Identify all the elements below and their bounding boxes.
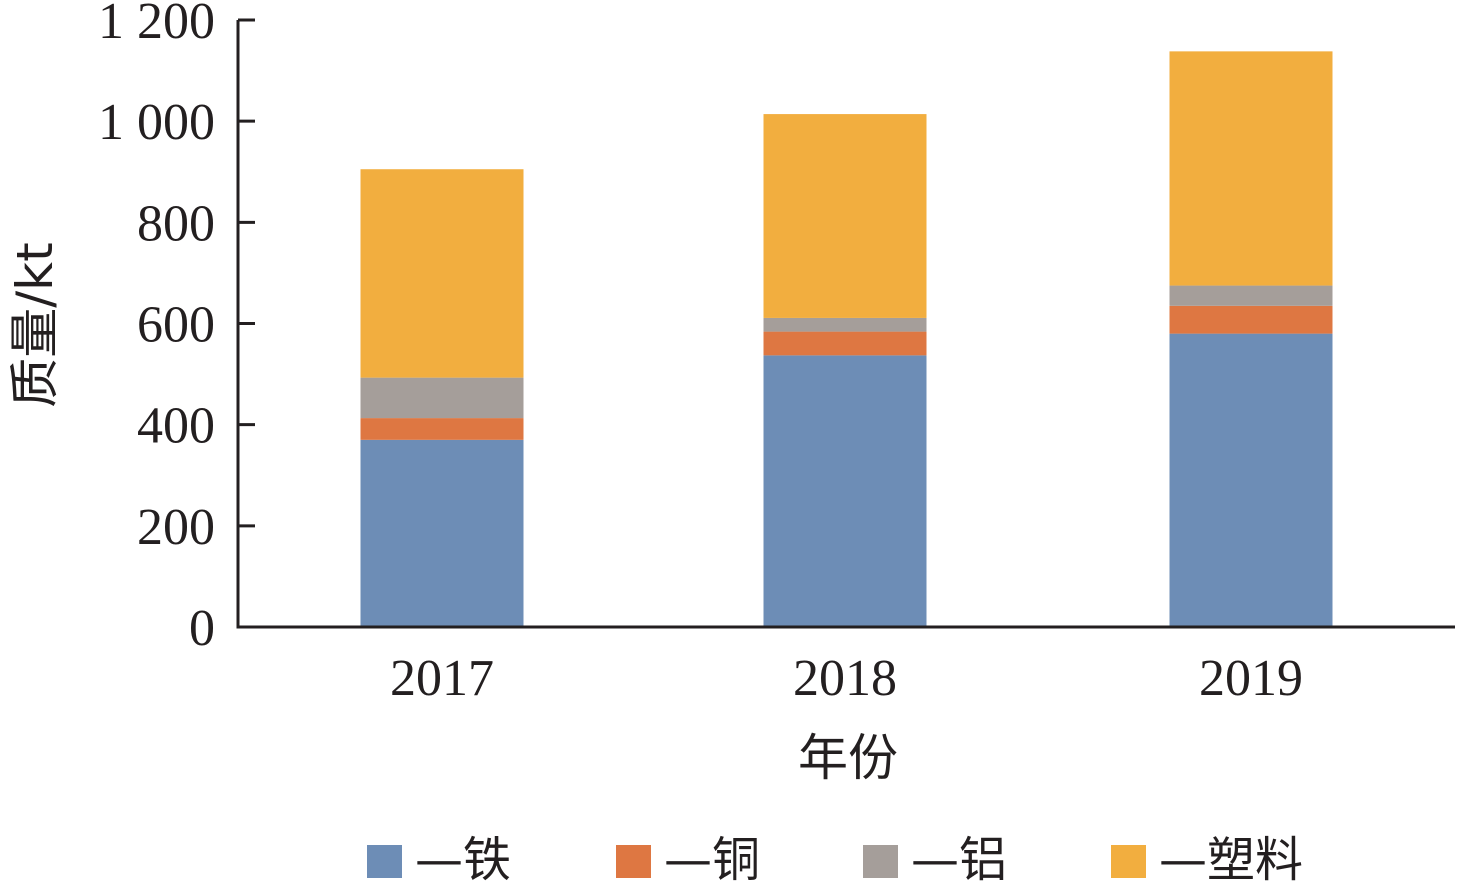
y-axis-title: 质量/kt xyxy=(6,242,64,407)
bar-2017-series-2 xyxy=(360,377,524,419)
y-tick-label: 1 200 xyxy=(98,0,215,50)
legend-label: —塑料 xyxy=(1159,832,1303,888)
y-tick-label: 1 000 xyxy=(98,94,215,151)
bar-2019-series-0 xyxy=(1169,333,1333,627)
bar-2017-series-1 xyxy=(360,418,524,440)
legend-swatch xyxy=(367,845,402,878)
legend-swatch xyxy=(616,845,651,878)
legend: —铁 —铜 —铝 —塑料 xyxy=(367,832,1303,888)
x-ticks: 2017 2018 2019 xyxy=(390,650,1303,707)
y-tick-label: 0 xyxy=(189,600,215,657)
legend-label: —铜 xyxy=(664,832,760,888)
x-tick-label: 2017 xyxy=(390,650,494,707)
bar-2019-series-3 xyxy=(1169,51,1333,286)
x-tick-label: 2018 xyxy=(793,650,897,707)
x-tick-label: 2019 xyxy=(1199,650,1303,707)
y-tick-label: 400 xyxy=(137,398,215,455)
bar-2018-series-2 xyxy=(763,317,927,332)
legend-swatch xyxy=(863,845,898,878)
legend-label: —铝 xyxy=(911,832,1007,888)
bars-layer xyxy=(360,51,1333,627)
y-ticks: 0 200 400 600 800 1 000 1 200 xyxy=(98,0,255,657)
bar-2017-series-3 xyxy=(360,169,524,378)
legend-swatch xyxy=(1111,845,1146,878)
bar-2018-series-1 xyxy=(763,331,927,356)
y-tick-label: 800 xyxy=(137,195,215,252)
bar-2018-series-3 xyxy=(763,114,927,318)
y-tick-label: 600 xyxy=(137,297,215,354)
bar-2019-series-2 xyxy=(1169,285,1333,306)
bar-2018-series-0 xyxy=(763,355,927,627)
x-axis-title: 年份 xyxy=(798,729,898,787)
y-tick-label: 200 xyxy=(137,499,215,556)
legend-label: —铁 xyxy=(415,832,511,888)
bar-2019-series-1 xyxy=(1169,305,1333,334)
bar-2017-series-0 xyxy=(360,439,524,627)
